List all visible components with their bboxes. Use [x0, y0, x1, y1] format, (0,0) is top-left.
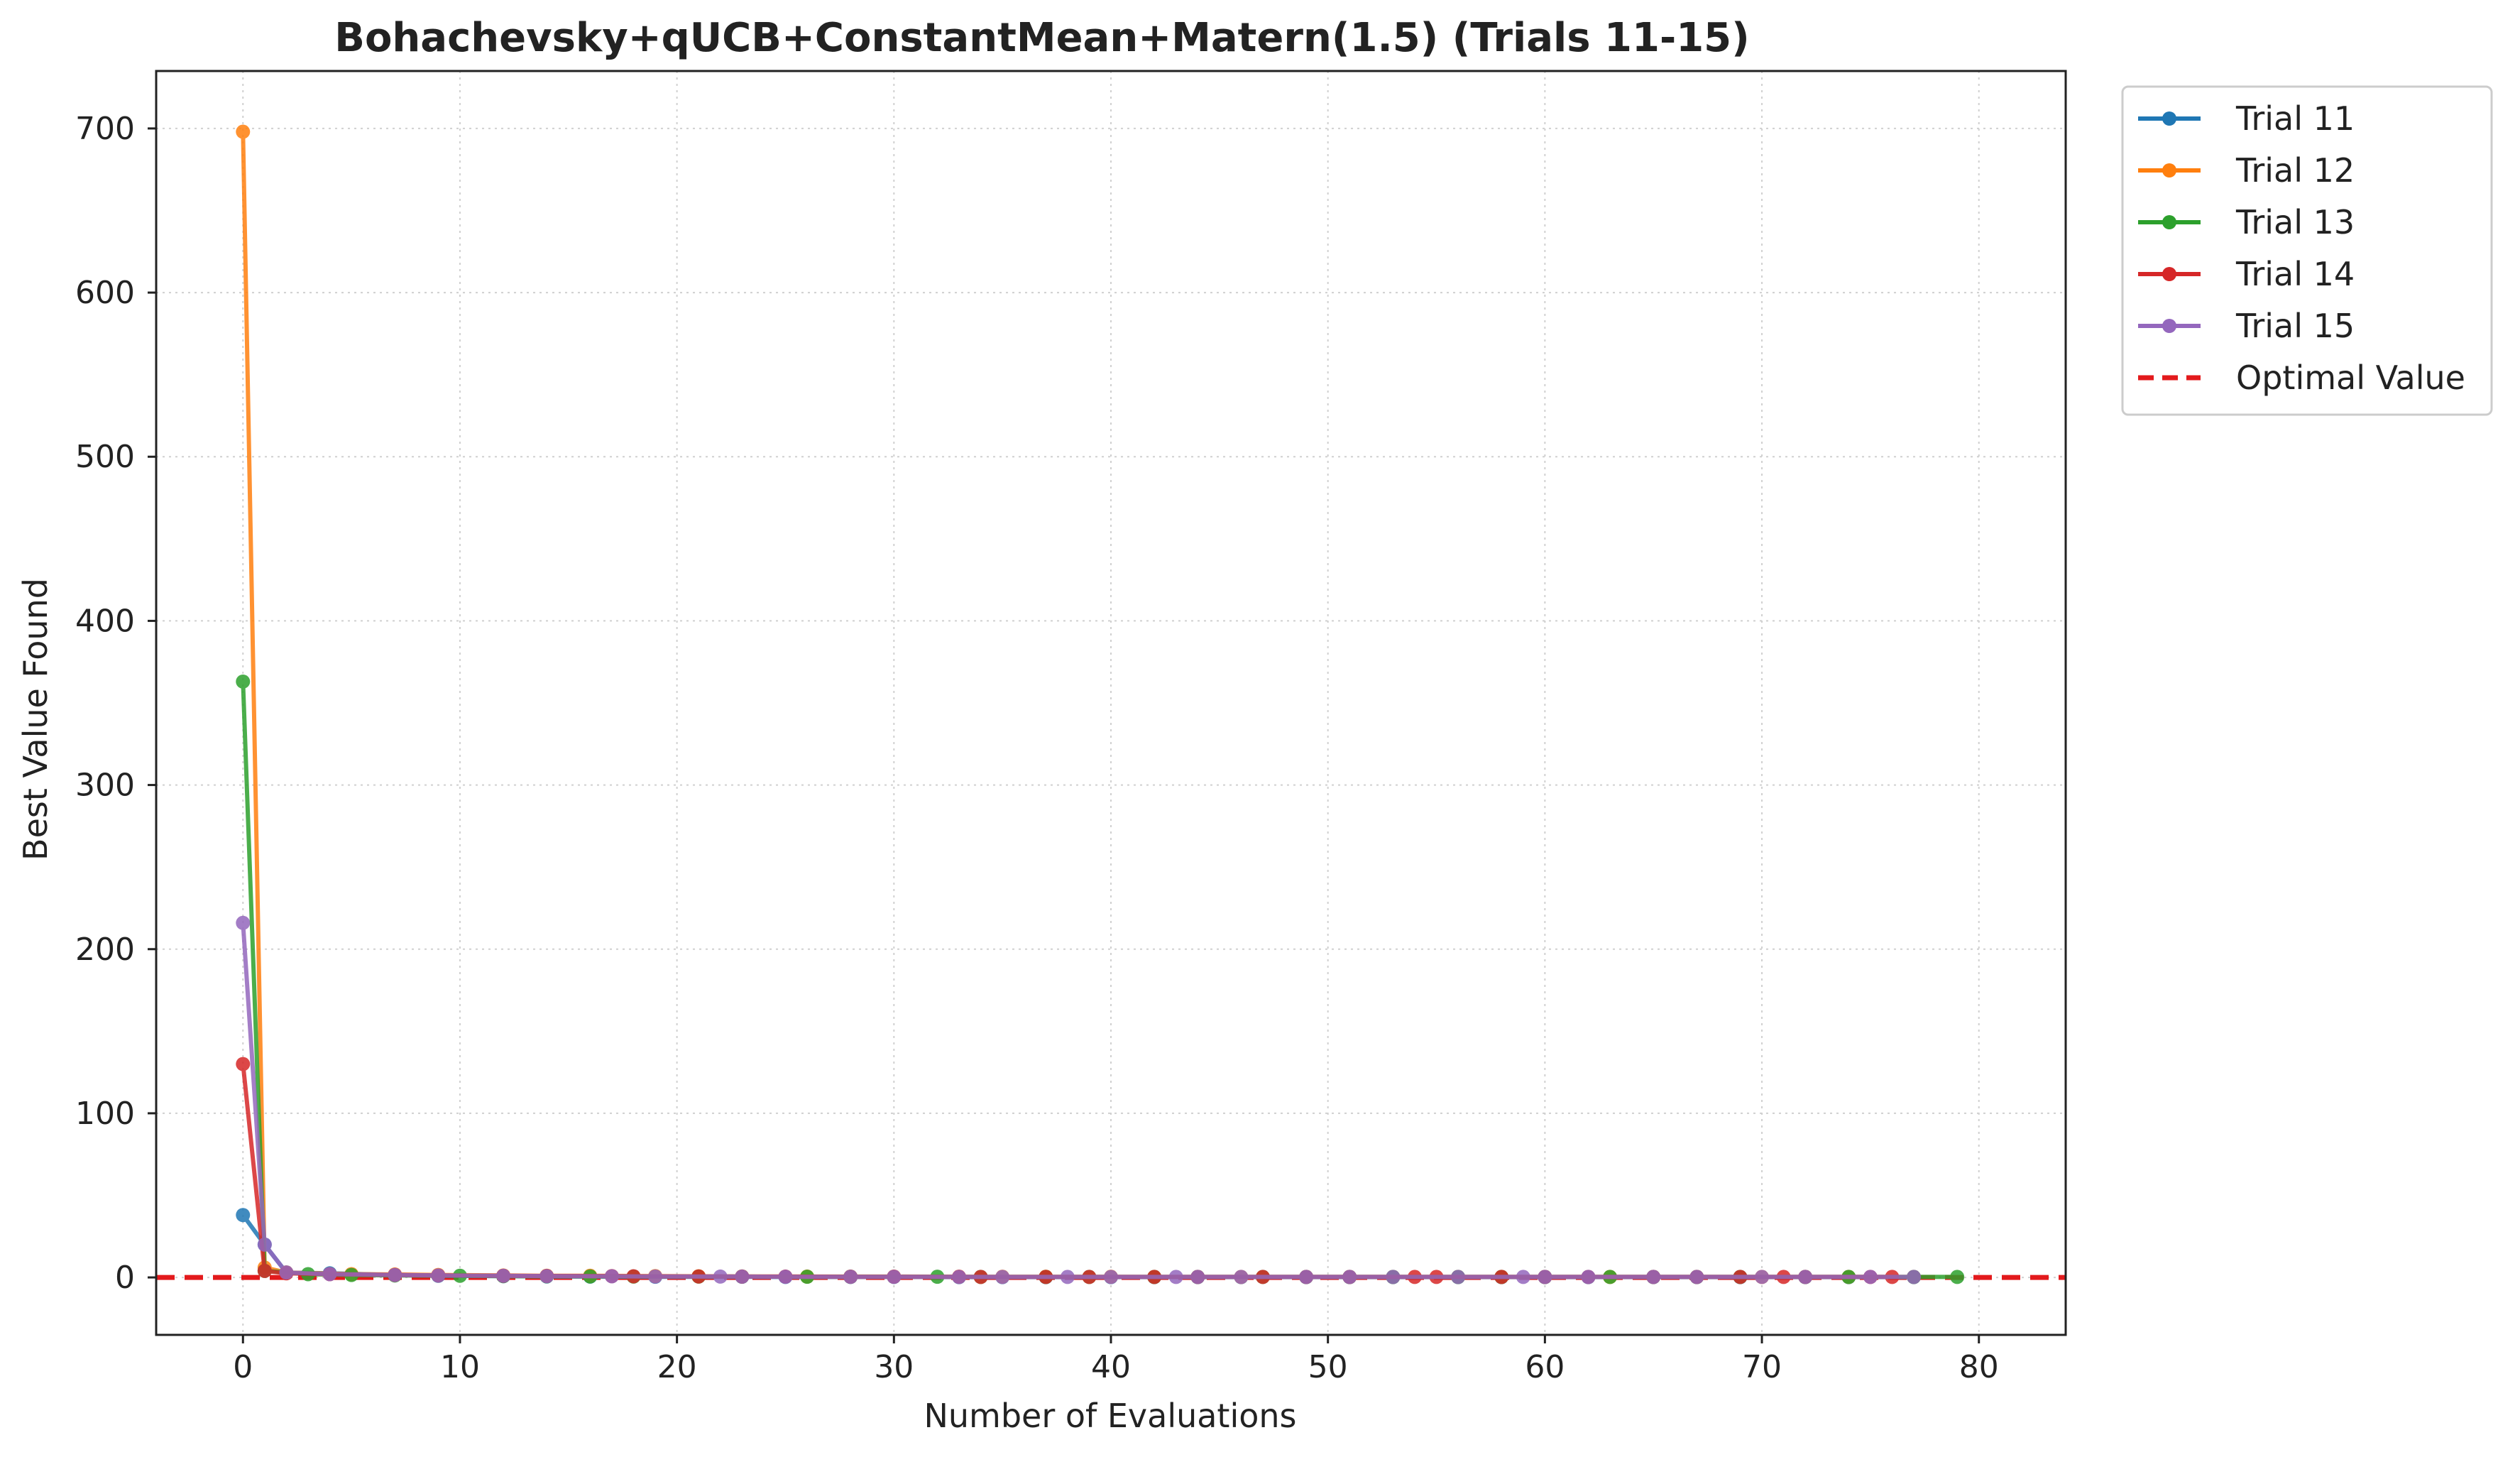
x-tick-label: 60 — [1525, 1349, 1565, 1385]
data-point — [887, 1270, 902, 1284]
legend-swatch-marker — [2162, 319, 2176, 333]
data-point — [735, 1269, 750, 1284]
x-tick-label: 10 — [440, 1349, 480, 1385]
legend-item: Optimal Value — [2138, 359, 2465, 397]
legend-label: Trial 13 — [2235, 203, 2355, 241]
x-tick-label: 0 — [233, 1349, 253, 1385]
y-tick-label: 100 — [75, 1096, 135, 1132]
legend-label: Trial 12 — [2235, 151, 2355, 190]
y-tick-label: 400 — [75, 603, 135, 639]
data-point — [604, 1269, 619, 1284]
data-point — [1342, 1270, 1357, 1284]
data-point — [257, 1263, 272, 1278]
legend-label: Optimal Value — [2236, 359, 2465, 397]
data-point — [1538, 1270, 1552, 1284]
data-point — [1581, 1270, 1596, 1284]
y-axis-label: Best Value Found — [16, 578, 55, 861]
series-group — [236, 124, 1965, 1284]
data-point — [648, 1269, 663, 1284]
legend: Trial 11 Trial 12 Trial 13 Trial 14 Trial 15… — [2121, 85, 2493, 416]
x-axis: 0 10 20 30 40 50 60 70 80 — [233, 1335, 1999, 1385]
data-point — [778, 1270, 793, 1284]
legend-label: Trial 15 — [2235, 307, 2355, 345]
data-point — [1907, 1270, 1922, 1284]
x-tick-label: 70 — [1742, 1349, 1782, 1385]
data-point — [496, 1268, 511, 1283]
y-tick-label: 200 — [75, 932, 135, 968]
data-point — [1060, 1270, 1075, 1284]
y-tick-label: 700 — [75, 111, 135, 147]
legend-item: Trial 15 — [2138, 307, 2355, 345]
x-axis-label: Number of Evaluations — [924, 1397, 1296, 1435]
legend-item: Trial 13 — [2138, 203, 2355, 241]
data-point — [1863, 1270, 1878, 1284]
data-point — [236, 1057, 251, 1071]
data-point — [1299, 1270, 1314, 1284]
x-tick-label: 20 — [657, 1349, 697, 1385]
data-point — [1689, 1270, 1704, 1284]
series-trial-15 — [236, 915, 1922, 1284]
chart-title: Bohachevsky+qUCB+ConstantMean+Matern(1.5… — [334, 15, 1749, 61]
legend-swatch-marker — [2162, 215, 2176, 229]
data-point — [539, 1269, 554, 1284]
data-point — [1755, 1270, 1770, 1284]
y-axis: 0 100 200 300 400 500 600 700 — [75, 111, 156, 1296]
data-point — [713, 1269, 728, 1284]
data-point — [1234, 1270, 1249, 1284]
data-point — [1104, 1270, 1118, 1284]
legend-swatch-marker — [2162, 163, 2176, 178]
legend-swatch-marker — [2162, 111, 2176, 126]
legend-frame — [2121, 85, 2493, 416]
data-point — [431, 1268, 446, 1283]
x-tick-label: 30 — [874, 1349, 914, 1385]
legend-item: Trial 14 — [2138, 255, 2355, 293]
legend-label: Trial 14 — [2235, 255, 2355, 293]
legend-swatch-marker — [2162, 267, 2176, 281]
data-point — [1646, 1270, 1661, 1284]
data-point — [1386, 1270, 1401, 1284]
data-point — [1190, 1270, 1205, 1284]
x-tick-label: 80 — [1959, 1349, 1999, 1385]
data-point — [1950, 1270, 1965, 1284]
data-point — [388, 1267, 402, 1282]
data-point — [236, 1208, 251, 1223]
data-point — [236, 915, 251, 930]
data-point — [1451, 1270, 1466, 1284]
y-tick-label: 0 — [115, 1260, 135, 1296]
x-tick-label: 40 — [1091, 1349, 1131, 1385]
data-point — [236, 124, 251, 139]
data-point — [1516, 1270, 1530, 1284]
legend-item: Trial 12 — [2138, 151, 2355, 190]
legend-label: Trial 11 — [2235, 99, 2355, 138]
y-tick-label: 500 — [75, 439, 135, 475]
data-point — [257, 1237, 272, 1252]
data-point — [1798, 1270, 1813, 1284]
y-tick-label: 600 — [75, 275, 135, 311]
data-point — [1168, 1270, 1183, 1284]
data-point — [279, 1265, 294, 1280]
legend-item: Trial 11 — [2138, 99, 2355, 138]
x-tick-label: 50 — [1308, 1349, 1348, 1385]
y-tick-label: 300 — [75, 768, 135, 804]
data-point — [236, 674, 251, 689]
data-point — [995, 1270, 1010, 1284]
data-point — [322, 1267, 337, 1282]
data-point — [843, 1270, 858, 1284]
data-point — [952, 1270, 967, 1284]
